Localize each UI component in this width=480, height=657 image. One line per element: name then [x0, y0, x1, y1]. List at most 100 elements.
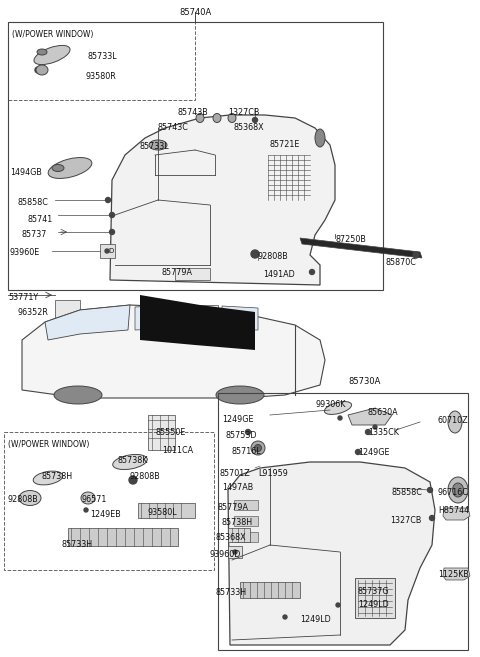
Text: 85858C: 85858C [18, 198, 49, 207]
Text: 92808B: 92808B [258, 252, 289, 261]
Text: 60710Z: 60710Z [437, 416, 468, 425]
Text: 85738H: 85738H [222, 518, 253, 527]
Ellipse shape [34, 45, 70, 64]
Text: 85737: 85737 [22, 230, 48, 239]
Bar [8, 22, 383, 290]
Text: 85733L: 85733L [88, 52, 118, 61]
Ellipse shape [324, 401, 351, 415]
Text: 85753D: 85753D [225, 431, 256, 440]
Circle shape [413, 252, 419, 258]
Text: 85743C: 85743C [158, 123, 189, 132]
Bar [138, 503, 195, 518]
Text: 85738K: 85738K [118, 456, 148, 465]
Text: H85744: H85744 [438, 506, 469, 515]
Text: 1011CA: 1011CA [162, 446, 193, 455]
Text: 85550E: 85550E [155, 428, 185, 437]
Text: 85368X: 85368X [215, 533, 246, 542]
Circle shape [283, 615, 287, 619]
Circle shape [336, 603, 340, 607]
Circle shape [233, 550, 237, 554]
Ellipse shape [149, 140, 167, 150]
Circle shape [35, 67, 41, 73]
Text: 96352R: 96352R [18, 308, 49, 317]
Ellipse shape [37, 49, 47, 55]
Bar [355, 578, 395, 618]
Circle shape [251, 250, 259, 258]
Text: 92808B: 92808B [8, 495, 39, 504]
Circle shape [109, 229, 115, 235]
Text: 85368X: 85368X [233, 123, 264, 132]
Bar [4, 432, 214, 570]
Circle shape [310, 269, 314, 275]
Circle shape [338, 416, 342, 420]
Polygon shape [222, 306, 258, 330]
Ellipse shape [33, 471, 63, 485]
Circle shape [84, 508, 88, 512]
Ellipse shape [216, 386, 264, 404]
Text: 1491AD: 1491AD [263, 270, 295, 279]
Text: 85743B: 85743B [178, 108, 209, 117]
Text: 1249LD: 1249LD [358, 600, 389, 609]
Circle shape [365, 430, 371, 434]
Text: 93580L: 93580L [148, 508, 178, 517]
Polygon shape [45, 305, 130, 340]
Text: 85701Z: 85701Z [220, 469, 251, 478]
Text: 85779A: 85779A [218, 503, 249, 512]
Bar [8, 22, 195, 100]
Ellipse shape [228, 114, 236, 122]
Text: 85733H: 85733H [62, 540, 93, 549]
Text: 1327CB: 1327CB [390, 516, 421, 525]
Polygon shape [300, 238, 422, 258]
Text: 96716C: 96716C [438, 488, 469, 497]
Polygon shape [443, 508, 470, 520]
Circle shape [109, 212, 115, 217]
Circle shape [428, 487, 432, 493]
Polygon shape [348, 408, 392, 425]
Text: 85858C: 85858C [392, 488, 423, 497]
Bar [175, 268, 210, 280]
Text: 85738H: 85738H [42, 472, 73, 481]
Ellipse shape [196, 114, 204, 122]
Ellipse shape [81, 492, 95, 504]
Bar [234, 500, 258, 510]
Text: 85721E: 85721E [270, 140, 300, 149]
Text: 1494GB: 1494GB [10, 168, 42, 177]
Bar [218, 393, 468, 650]
Text: 1125KB: 1125KB [438, 570, 469, 579]
Text: 1249LD: 1249LD [300, 615, 331, 624]
Text: 92808B: 92808B [130, 472, 161, 481]
Bar [100, 244, 115, 258]
Text: D: D [108, 248, 113, 254]
Ellipse shape [113, 455, 147, 470]
Polygon shape [228, 462, 435, 645]
Ellipse shape [48, 158, 92, 179]
Bar [234, 532, 258, 542]
Circle shape [245, 430, 251, 434]
Text: 1497AB: 1497AB [222, 483, 253, 492]
Bar [228, 546, 242, 558]
Circle shape [129, 476, 137, 484]
Ellipse shape [52, 164, 64, 171]
Ellipse shape [254, 445, 262, 451]
Polygon shape [140, 295, 255, 350]
Text: 85733H: 85733H [215, 588, 246, 597]
Ellipse shape [448, 411, 462, 433]
Circle shape [430, 516, 434, 520]
Text: L91959: L91959 [258, 469, 288, 478]
Text: 85740A: 85740A [179, 8, 211, 17]
Ellipse shape [213, 114, 221, 122]
Circle shape [105, 249, 109, 253]
Bar [148, 415, 175, 450]
Bar [240, 582, 300, 598]
Bar [55, 300, 80, 318]
Polygon shape [22, 305, 325, 398]
Ellipse shape [448, 477, 468, 503]
Ellipse shape [315, 129, 325, 147]
Text: 99306K: 99306K [315, 400, 346, 409]
Text: 85630A: 85630A [368, 408, 398, 417]
Bar [234, 516, 258, 526]
Text: 1327CB: 1327CB [228, 108, 259, 117]
Text: 85741: 85741 [28, 215, 53, 224]
Text: 53771Y: 53771Y [8, 293, 38, 302]
Ellipse shape [36, 65, 48, 75]
